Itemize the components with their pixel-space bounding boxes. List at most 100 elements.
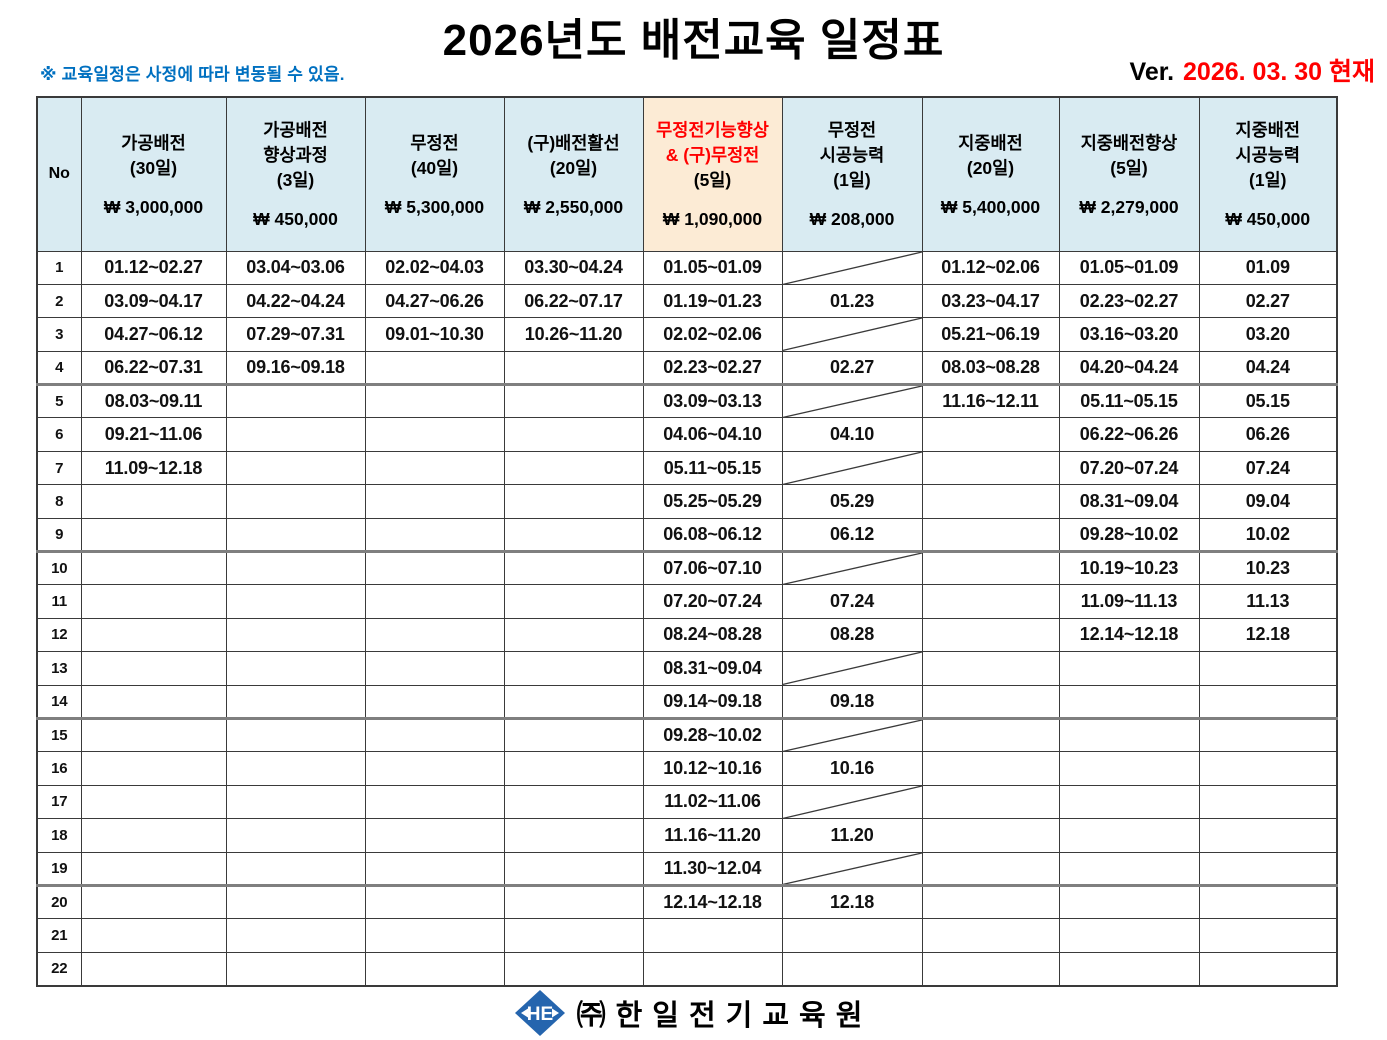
schedule-cell xyxy=(503,951,644,987)
schedule-cell xyxy=(1058,918,1200,953)
schedule-cell xyxy=(225,716,366,753)
schedule-cell xyxy=(1198,684,1338,719)
table-row: 13 08.31~09.04 xyxy=(36,651,1338,686)
schedule-cell xyxy=(1058,684,1200,719)
schedule-cell xyxy=(364,549,505,586)
course-price: ₩ 208,000 xyxy=(809,209,895,230)
schedule-change-note: ※ 교육일정은 사정에 따라 변동될 수 있음. xyxy=(40,65,345,84)
schedule-cell xyxy=(503,784,644,820)
schedule-cell: 08.28 xyxy=(781,617,923,653)
row-number: 22 xyxy=(36,951,82,987)
table-row: 3 04.27~06.12 07.29~07.31 09.01~10.30 10.26~… xyxy=(36,317,1338,352)
course-price: ₩ 3,000,000 xyxy=(103,196,204,217)
schedule-cell: 08.03~09.11 xyxy=(80,383,227,419)
schedule-cell: 04.10 xyxy=(781,417,923,452)
hanil-electric-logo-icon: HE xyxy=(514,990,565,1036)
course-duration: (20일) xyxy=(549,157,598,178)
course-duration: (1일) xyxy=(1249,170,1287,191)
schedule-cell xyxy=(364,684,505,719)
course-title: 시공능력 xyxy=(1235,145,1300,166)
schedule-cell xyxy=(1198,951,1338,987)
schedule-cell xyxy=(364,350,505,386)
schedule-cell xyxy=(1198,918,1338,953)
table-row: 5 08.03~09.11 03.09~03.13 11.16~12.11 05.11~… xyxy=(36,383,1338,419)
schedule-cell xyxy=(225,584,366,619)
course-title: 지중배전 xyxy=(1235,120,1300,141)
schedule-cell xyxy=(503,549,644,586)
schedule-cell xyxy=(80,883,227,920)
course-title: 지중배전 xyxy=(958,132,1023,153)
schedule-cell xyxy=(1058,951,1200,987)
schedule-cell: 01.19~01.23 xyxy=(642,283,783,319)
schedule-cell: 12.18 xyxy=(781,883,923,920)
schedule-cell: 01.05~01.09 xyxy=(642,250,783,285)
table-row: 11 07.20~07.24 07.24 11.09~11.13 11.13 xyxy=(36,584,1338,619)
schedule-cell xyxy=(80,651,227,686)
schedule-cell: 10.23 xyxy=(1198,549,1338,586)
schedule-cell xyxy=(503,517,644,553)
schedule-cell xyxy=(781,951,923,987)
schedule-cell: 05.11~05.15 xyxy=(1058,383,1200,419)
row-number: 15 xyxy=(36,716,82,753)
schedule-cell xyxy=(921,484,1060,519)
schedule-cell: 11.30~12.04 xyxy=(642,851,783,886)
schedule-cell xyxy=(364,484,505,519)
schedule-cell: 02.02~04.03 xyxy=(364,250,505,285)
row-number: 18 xyxy=(36,818,82,853)
table-row: 1 01.12~02.27 03.04~03.06 02.02~04.03 03.30~… xyxy=(36,250,1338,285)
schedule-cell xyxy=(1198,784,1338,820)
course-price: ₩ 450,000 xyxy=(253,209,338,230)
course-price: ₩ 450,000 xyxy=(1225,209,1311,230)
row-number: 7 xyxy=(36,450,82,486)
schedule-cell xyxy=(364,883,505,920)
schedule-cell xyxy=(921,851,1060,886)
diagonal-slash-cell xyxy=(781,549,923,586)
schedule-cell: 09.28~10.02 xyxy=(642,716,783,753)
version-prefix: Ver. xyxy=(1129,58,1175,86)
schedule-cell xyxy=(225,784,366,820)
row-number: 12 xyxy=(36,617,82,653)
table-row: 9 06.08~06.12 06.12 09.28~10.02 10.02 xyxy=(36,517,1338,553)
course-price: ₩ 5,300,000 xyxy=(384,196,485,217)
schedule-cell xyxy=(80,716,227,753)
schedule-cell: 02.27 xyxy=(1198,283,1338,319)
schedule-cell: 05.25~05.29 xyxy=(642,484,783,519)
schedule-cell xyxy=(364,951,505,987)
schedule-cell xyxy=(503,818,644,853)
schedule-cell xyxy=(1198,818,1338,853)
column-header-no: No xyxy=(36,96,82,252)
schedule-cell xyxy=(80,818,227,853)
schedule-cell xyxy=(364,517,505,553)
schedule-cell xyxy=(921,883,1060,920)
course-duration: (40일) xyxy=(410,157,459,178)
schedule-cell xyxy=(225,651,366,686)
schedule-cell: 07.24 xyxy=(1198,450,1338,486)
schedule-cell xyxy=(921,751,1060,786)
schedule-cell: 02.23~02.27 xyxy=(1058,283,1200,319)
schedule-cell: 04.22~04.24 xyxy=(225,283,366,319)
row-number: 6 xyxy=(36,417,82,452)
schedule-cell xyxy=(1058,716,1200,753)
schedule-cell xyxy=(503,651,644,686)
schedule-cell xyxy=(80,517,227,553)
schedule-cell xyxy=(225,517,366,553)
schedule-cell xyxy=(503,851,644,886)
diagonal-slash-cell xyxy=(781,716,923,753)
schedule-cell: 09.21~11.06 xyxy=(80,417,227,452)
schedule-cell: 12.14~12.18 xyxy=(1058,617,1200,653)
schedule-cell: 08.31~09.04 xyxy=(1058,484,1200,519)
schedule-cell xyxy=(225,918,366,953)
schedule-cell: 08.03~08.28 xyxy=(921,350,1060,386)
version-label: Ver. 2026. 03. 30 현재 xyxy=(1130,52,1375,88)
course-title: 가공배전 xyxy=(121,132,186,153)
schedule-cell xyxy=(1198,883,1338,920)
table-row: 7 11.09~12.18 05.11~05.15 07.20~07.24 07.24 xyxy=(36,450,1338,486)
schedule-cell xyxy=(921,517,1060,553)
course-title: 무정전 xyxy=(827,120,877,141)
course-price: ₩ 1,090,000 xyxy=(662,209,763,230)
schedule-cell xyxy=(921,684,1060,719)
course-price: ₩ 5,400,000 xyxy=(940,196,1041,217)
schedule-cell xyxy=(364,751,505,786)
column-header-5: 무정전기능향상 & (구)무정전 (5일) ₩ 1,090,000 xyxy=(642,96,783,252)
schedule-cell: 08.24~08.28 xyxy=(642,617,783,653)
